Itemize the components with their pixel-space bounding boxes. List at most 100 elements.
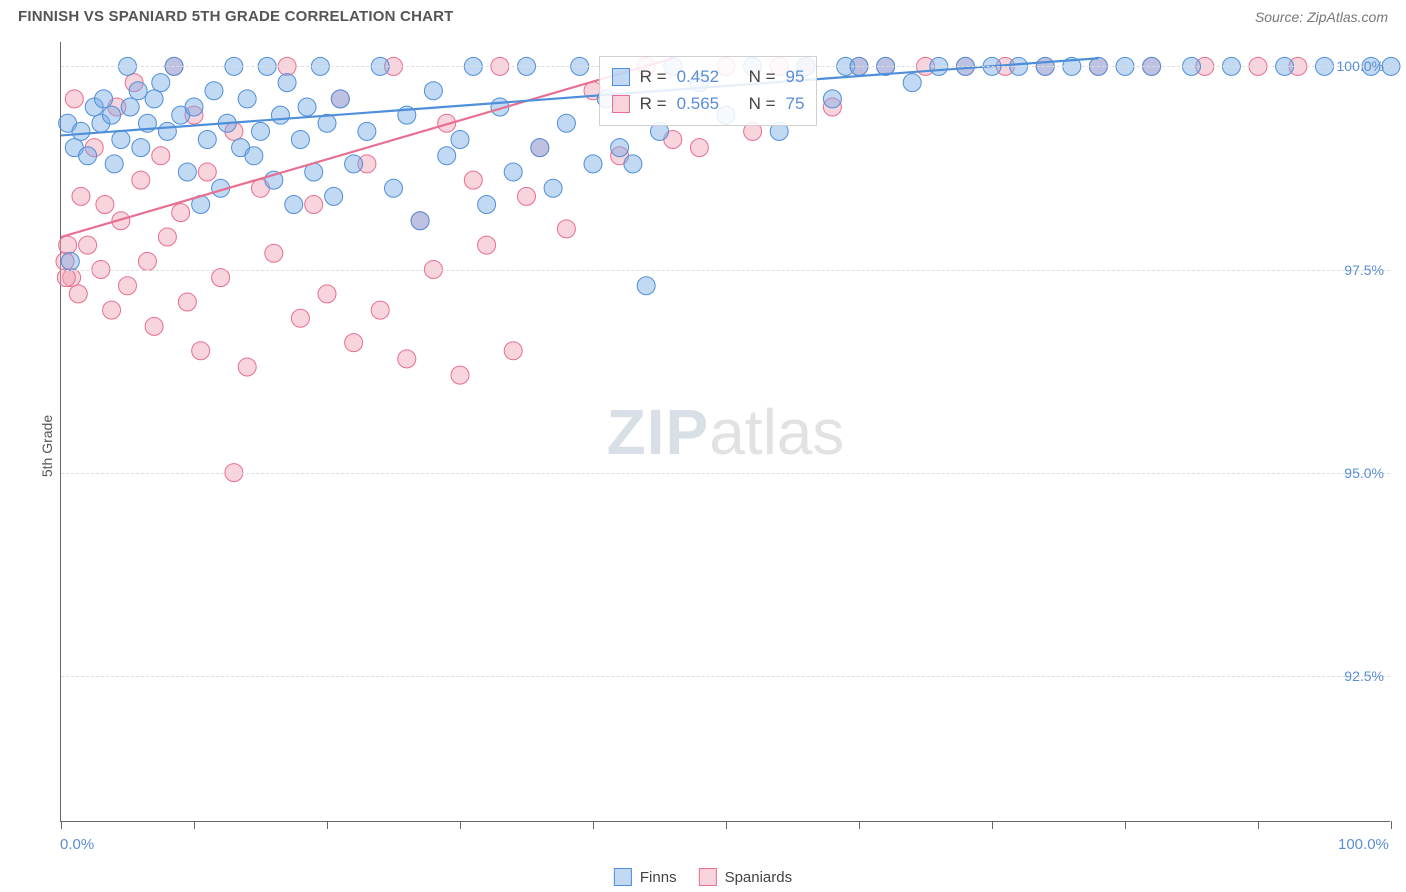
scatter-svg — [61, 42, 1390, 821]
chart-source: Source: ZipAtlas.com — [1255, 9, 1388, 25]
scatter-point-spaniards — [145, 317, 163, 335]
scatter-point-finns — [145, 90, 163, 108]
scatter-point-finns — [298, 98, 316, 116]
chart-title: FINNISH VS SPANIARD 5TH GRADE CORRELATIO… — [18, 8, 454, 25]
legend-item: Finns — [614, 868, 677, 886]
scatter-point-finns — [584, 155, 602, 173]
scatter-point-spaniards — [72, 187, 90, 205]
x-tick — [726, 821, 727, 829]
stats-n-label: N = — [749, 63, 776, 90]
scatter-point-finns — [132, 139, 150, 157]
scatter-point-spaniards — [690, 139, 708, 157]
scatter-point-finns — [325, 187, 343, 205]
legend-swatch — [614, 868, 632, 886]
stats-n-value: 95 — [786, 63, 805, 90]
stats-row: R = 0.452 N = 95 — [612, 63, 805, 90]
x-tick — [327, 821, 328, 829]
scatter-point-finns — [411, 212, 429, 230]
scatter-point-spaniards — [96, 196, 114, 214]
legend: Finns Spaniards — [614, 868, 792, 886]
stats-n-label: N = — [749, 90, 776, 117]
scatter-point-finns — [252, 122, 270, 140]
scatter-point-finns — [624, 155, 642, 173]
scatter-point-finns — [451, 131, 469, 149]
scatter-point-spaniards — [464, 171, 482, 189]
stats-r-label: R = — [640, 90, 667, 117]
scatter-point-finns — [158, 122, 176, 140]
scatter-point-spaniards — [198, 163, 216, 181]
x-axis-min-label: 0.0% — [60, 836, 94, 853]
legend-label: Finns — [640, 869, 677, 886]
scatter-point-finns — [178, 163, 196, 181]
scatter-point-finns — [103, 106, 121, 124]
scatter-point-finns — [637, 277, 655, 295]
stats-swatch — [612, 95, 630, 113]
scatter-point-finns — [152, 74, 170, 92]
scatter-point-finns — [129, 82, 147, 100]
scatter-point-spaniards — [103, 301, 121, 319]
stats-r-value: 0.452 — [677, 63, 720, 90]
scatter-point-spaniards — [69, 285, 87, 303]
legend-item: Spaniards — [699, 868, 793, 886]
y-tick-label: 95.0% — [1344, 465, 1384, 481]
scatter-point-finns — [79, 147, 97, 165]
stats-row: R =0.565 N =75 — [612, 90, 805, 117]
x-tick — [1391, 821, 1392, 829]
scatter-point-finns — [438, 147, 456, 165]
y-tick-label: 100.0% — [1337, 58, 1384, 74]
chart-plot-area: ZIPatlas 92.5%95.0%97.5%100.0% — [60, 42, 1390, 822]
chart-header: FINNISH VS SPANIARD 5TH GRADE CORRELATIO… — [0, 0, 1406, 31]
grid-line — [61, 676, 1390, 677]
scatter-point-finns — [331, 90, 349, 108]
scatter-point-spaniards — [557, 220, 575, 238]
scatter-point-finns — [903, 74, 921, 92]
scatter-point-spaniards — [291, 309, 309, 327]
scatter-point-finns — [544, 179, 562, 197]
scatter-point-finns — [823, 90, 841, 108]
x-tick — [460, 821, 461, 829]
scatter-point-spaniards — [65, 90, 83, 108]
x-tick — [1258, 821, 1259, 829]
scatter-point-spaniards — [238, 358, 256, 376]
scatter-point-finns — [285, 196, 303, 214]
stats-r-label: R = — [640, 63, 667, 90]
x-tick — [992, 821, 993, 829]
scatter-point-finns — [61, 252, 79, 270]
scatter-point-finns — [358, 122, 376, 140]
scatter-point-spaniards — [318, 285, 336, 303]
y-axis-title: 5th Grade — [39, 415, 55, 477]
scatter-point-spaniards — [518, 187, 536, 205]
scatter-point-finns — [105, 155, 123, 173]
scatter-point-spaniards — [192, 342, 210, 360]
scatter-point-spaniards — [138, 252, 156, 270]
x-tick — [1125, 821, 1126, 829]
scatter-point-finns — [72, 122, 90, 140]
stats-box: R = 0.452 N = 95R =0.565 N =75 — [599, 56, 818, 126]
scatter-point-spaniards — [59, 236, 77, 254]
scatter-point-spaniards — [79, 236, 97, 254]
y-tick-label: 97.5% — [1344, 262, 1384, 278]
scatter-point-finns — [198, 131, 216, 149]
x-tick — [593, 821, 594, 829]
scatter-point-spaniards — [119, 277, 137, 295]
scatter-point-finns — [271, 106, 289, 124]
scatter-point-spaniards — [178, 293, 196, 311]
scatter-point-spaniards — [305, 196, 323, 214]
scatter-point-spaniards — [212, 269, 230, 287]
grid-line — [61, 473, 1390, 474]
grid-line — [61, 270, 1390, 271]
scatter-point-spaniards — [152, 147, 170, 165]
scatter-point-spaniards — [158, 228, 176, 246]
scatter-point-spaniards — [478, 236, 496, 254]
scatter-point-finns — [245, 147, 263, 165]
scatter-point-spaniards — [132, 171, 150, 189]
x-axis-max-label: 100.0% — [1338, 836, 1389, 853]
scatter-point-finns — [345, 155, 363, 173]
scatter-point-spaniards — [345, 334, 363, 352]
scatter-point-spaniards — [398, 350, 416, 368]
scatter-point-finns — [205, 82, 223, 100]
scatter-point-finns — [531, 139, 549, 157]
scatter-point-finns — [185, 98, 203, 116]
scatter-point-finns — [95, 90, 113, 108]
scatter-point-finns — [121, 98, 139, 116]
